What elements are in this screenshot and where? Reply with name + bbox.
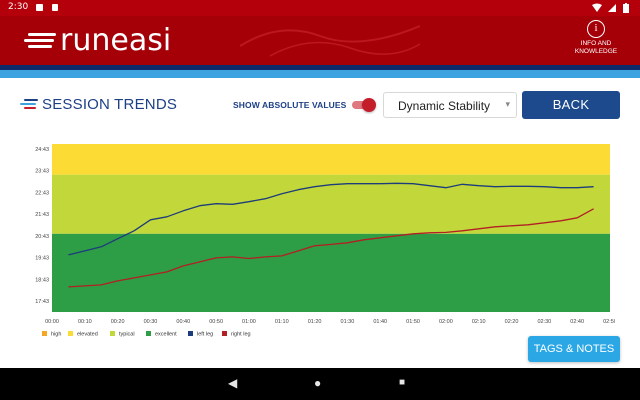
y-tick-label: 17:43 <box>35 299 49 305</box>
info-label-line1: INFO AND <box>580 40 612 47</box>
wifi-icon <box>592 3 629 13</box>
tags-and-notes-button[interactable]: TAGS & NOTES <box>528 336 620 362</box>
x-tick-label: 00:30 <box>144 319 158 325</box>
metric-dropdown[interactable]: Dynamic Stability ▾ <box>383 92 517 118</box>
legend-label-typical: typical <box>119 332 135 338</box>
legend-label-right-leg: right leg <box>231 332 251 338</box>
runeasi-logo: runeasi <box>22 23 172 58</box>
legend-swatch-excellent <box>146 331 151 336</box>
app-header: runeasi i INFO AND KNOWLEDGE <box>0 16 640 65</box>
logo-text: runeasi <box>60 23 172 58</box>
y-tick-label: 23:43 <box>35 169 49 175</box>
y-tick-label: 19:43 <box>35 256 49 262</box>
page-title: SESSION TRENDS <box>42 96 178 113</box>
status-time: 2:30 <box>8 2 29 12</box>
zone-band-excellent <box>52 233 610 312</box>
x-tick-label: 01:10 <box>275 319 289 325</box>
x-tick-label: 02:20 <box>505 319 519 325</box>
session-trends-chart: 17:43 18:43 19:43 20:43 21:43 22:43 23:43 24:43… <box>35 144 615 338</box>
info-and-knowledge-button[interactable]: i INFO AND KNOWLEDGE <box>562 20 630 56</box>
x-tick-label: 02:50 <box>603 319 615 325</box>
legend-swatch-typical <box>110 331 115 336</box>
x-tick-label: 02:10 <box>472 319 486 325</box>
legend-label-excellent: excellent <box>155 332 177 338</box>
y-tick-label: 22:43 <box>35 190 49 196</box>
chevron-down-icon: ▾ <box>505 99 510 109</box>
legend-label-left-leg: left leg <box>197 332 213 338</box>
legend-label-high: high <box>51 332 61 338</box>
absolute-values-label: SHOW ABSOLUTE VALUES <box>233 100 347 110</box>
x-tick-label: 00:40 <box>176 319 190 325</box>
x-tick-label: 00:10 <box>78 319 92 325</box>
header-stripe-navy <box>0 65 640 70</box>
y-tick-label: 24:43 <box>35 147 49 153</box>
battery-icon <box>623 4 629 13</box>
notification-icon <box>36 4 43 11</box>
x-tick-label: 02:00 <box>439 319 453 325</box>
x-tick-label: 00:20 <box>111 319 125 325</box>
nav-home-icon[interactable]: ● <box>314 376 322 390</box>
y-tick-label: 18:43 <box>35 277 49 283</box>
header-swoosh-graphic <box>240 25 420 57</box>
legend-swatch-high <box>42 331 47 336</box>
zone-band-elevated <box>52 144 610 175</box>
metric-dropdown-value: Dynamic Stability <box>398 99 491 113</box>
header-stripe-blue <box>0 70 640 78</box>
legend-swatch-elevated <box>68 331 73 336</box>
nav-recents-icon[interactable]: ■ <box>399 377 406 388</box>
y-tick-label: 20:43 <box>35 234 49 240</box>
x-tick-label: 01:30 <box>341 319 355 325</box>
x-tick-label: 02:30 <box>537 319 551 325</box>
logo-speed-lines-icon <box>22 29 58 53</box>
session-trends-icon <box>20 99 38 111</box>
x-tick-label: 01:50 <box>406 319 420 325</box>
info-icon: i <box>587 20 605 38</box>
absolute-values-toggle[interactable] <box>352 98 376 112</box>
x-tick-label: 00:00 <box>45 319 59 325</box>
system-nav-bar: ◀ ● ■ <box>0 368 640 400</box>
x-tick-label: 01:40 <box>373 319 387 325</box>
series-line-left-leg <box>68 182 594 256</box>
x-tick-label: 01:00 <box>242 319 256 325</box>
sd-card-icon <box>52 4 58 11</box>
legend-label-elevated: elevated <box>77 332 98 338</box>
legend-swatch-left-leg <box>188 331 193 336</box>
info-label-line2: KNOWLEDGE <box>574 48 618 55</box>
status-right <box>590 2 634 16</box>
x-tick-label: 00:50 <box>209 319 223 325</box>
nav-back-icon[interactable]: ◀ <box>228 376 238 390</box>
toolbar: SESSION TRENDS SHOW ABSOLUTE VALUES Dyna… <box>0 88 640 122</box>
x-tick-label: 01:20 <box>308 319 322 325</box>
y-tick-label: 21:43 <box>35 212 49 218</box>
x-tick-label: 02:40 <box>570 319 584 325</box>
status-bar: 2:30 <box>0 0 640 16</box>
signal-icon <box>608 4 616 12</box>
back-button[interactable]: BACK <box>522 91 620 119</box>
series-line-right-leg <box>68 208 594 288</box>
legend-swatch-right-leg <box>222 331 227 336</box>
